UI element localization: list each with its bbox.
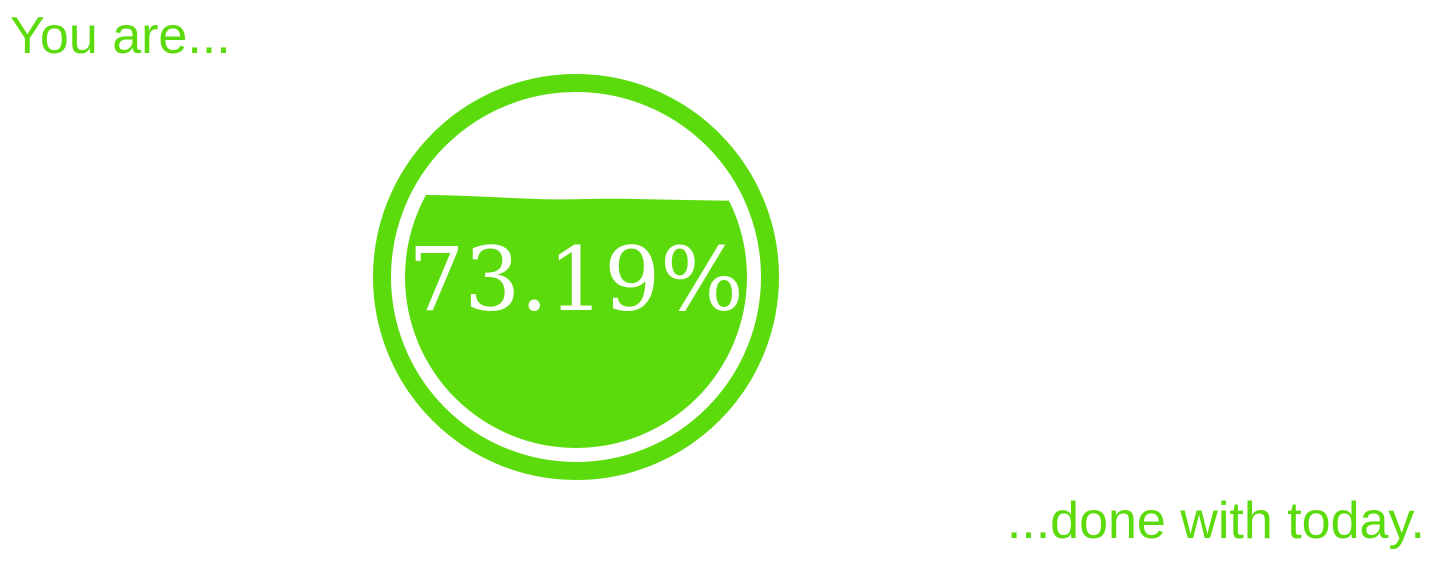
outro-text: ...done with today. xyxy=(1006,492,1425,550)
gauge-outer-ring xyxy=(373,74,779,480)
progress-gauge: 73.19% xyxy=(373,74,779,480)
progress-gauge-graphic: 73.19% xyxy=(373,74,779,480)
gauge-liquid-fill xyxy=(405,194,747,448)
progress-percentage: 73.19% xyxy=(408,228,744,331)
intro-text: You are... xyxy=(10,7,231,65)
